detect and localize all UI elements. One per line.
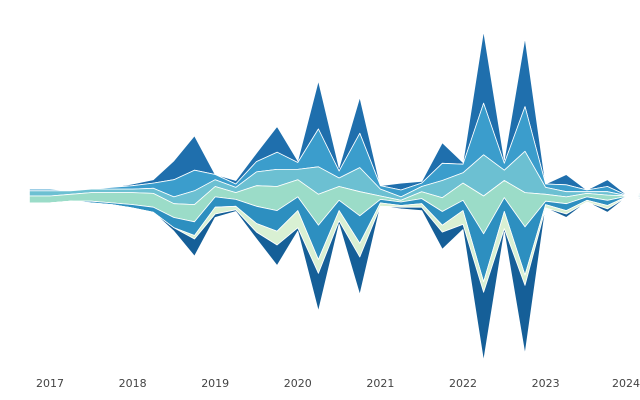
stream-layer-7 [29,195,640,362]
x-tick-label: 2020 [284,377,312,390]
x-tick-label: 2019 [201,377,229,390]
stream-layers [29,30,640,362]
x-tick-label: 2018 [119,377,147,390]
x-tick-label: 2021 [366,377,394,390]
x-tick-label: 2022 [449,377,477,390]
x-tick-label: 2017 [36,377,64,390]
x-axis: 2017 2018 2019 2020 2021 2022 2023 2024 [36,377,640,390]
x-tick-label: 2024 [612,377,640,390]
x-tick-label: 2023 [532,377,560,390]
